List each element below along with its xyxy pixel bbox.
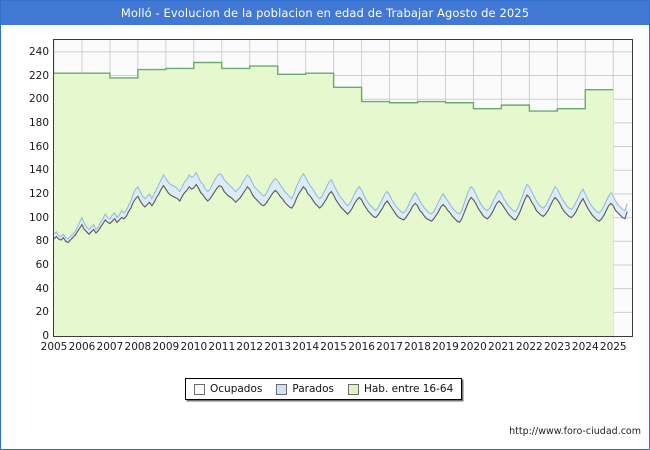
y-axis-tick-label: 200: [28, 93, 49, 106]
x-axis-tick-label: 2010: [180, 341, 208, 353]
x-axis-tick-label: 2005: [40, 341, 68, 353]
legend-label: Ocupados: [210, 383, 263, 395]
y-axis: 0 20 40 60 80 100 120 140 160 180 200 220 240: [1, 39, 49, 342]
x-axis-tick-label: 2014: [292, 341, 320, 353]
page-title: Molló - Evolucion de la poblacion en eda…: [120, 6, 530, 20]
legend-swatch-icon: [194, 383, 205, 395]
footer-url: http://www.foro-ciudad.com: [509, 426, 641, 437]
y-axis-tick-label: 80: [35, 235, 49, 248]
x-axis-tick-label: 2019: [432, 341, 459, 353]
y-axis-tick-label: 220: [28, 69, 49, 82]
window-title-bar: Molló - Evolucion de la poblacion en eda…: [1, 1, 649, 25]
x-axis-tick-label: 2017: [376, 341, 403, 353]
x-axis-tick-label: 2011: [208, 341, 236, 353]
y-axis-tick-label: 0: [42, 330, 49, 342]
legend-item[interactable]: Parados: [276, 383, 334, 395]
legend-label: Hab. entre 16-64: [363, 383, 454, 395]
x-axis-tick-label: 2022: [515, 341, 543, 353]
legend-swatch-icon: [347, 383, 359, 395]
x-axis-tick-label: 2006: [68, 341, 96, 353]
x-axis-tick-label: 2025: [599, 341, 627, 353]
chart-canvas: [54, 40, 632, 336]
x-axis: 2005 2006 2007 2008 2009 2010 2011 2012 2013 2014…: [41, 341, 635, 357]
plot-area: [53, 39, 633, 337]
x-axis-tick-label: 2008: [124, 341, 152, 353]
y-axis-tick-label: 240: [28, 45, 49, 58]
y-axis-tick-label: 120: [28, 187, 49, 200]
x-axis-tick-label: 2015: [320, 341, 347, 353]
x-axis-tick-label: 2007: [96, 341, 124, 353]
x-axis-tick-label: 2023: [543, 341, 571, 353]
legend-item[interactable]: Hab. entre 16-64: [347, 383, 454, 395]
y-axis-tick-label: 40: [35, 282, 49, 295]
plot-area-wrapper: [53, 39, 633, 337]
x-axis-tick-label: 2024: [571, 341, 599, 353]
x-axis-tick-label: 2018: [404, 341, 431, 353]
x-axis-tick-label: 2021: [488, 341, 515, 353]
legend-label: Parados: [292, 383, 334, 395]
y-axis-tick-label: 100: [28, 211, 49, 224]
legend-item[interactable]: Ocupados: [194, 383, 262, 395]
legend-swatch-icon: [276, 383, 288, 395]
x-axis-tick-label: 2013: [264, 341, 292, 353]
x-axis-tick-label: 2009: [152, 341, 180, 353]
x-axis-tick-label: 2016: [348, 341, 375, 353]
y-axis-tick-label: 140: [28, 164, 49, 177]
x-axis-tick-label: 2012: [236, 341, 264, 353]
chart-legend: Ocupados Parados Hab. entre 16-64: [185, 378, 463, 400]
y-axis-tick-label: 20: [35, 306, 49, 319]
y-axis-tick-label: 180: [28, 116, 49, 129]
y-axis-tick-label: 60: [35, 258, 49, 271]
y-axis-tick-label: 160: [28, 140, 49, 153]
x-axis-tick-label: 2020: [460, 341, 487, 353]
